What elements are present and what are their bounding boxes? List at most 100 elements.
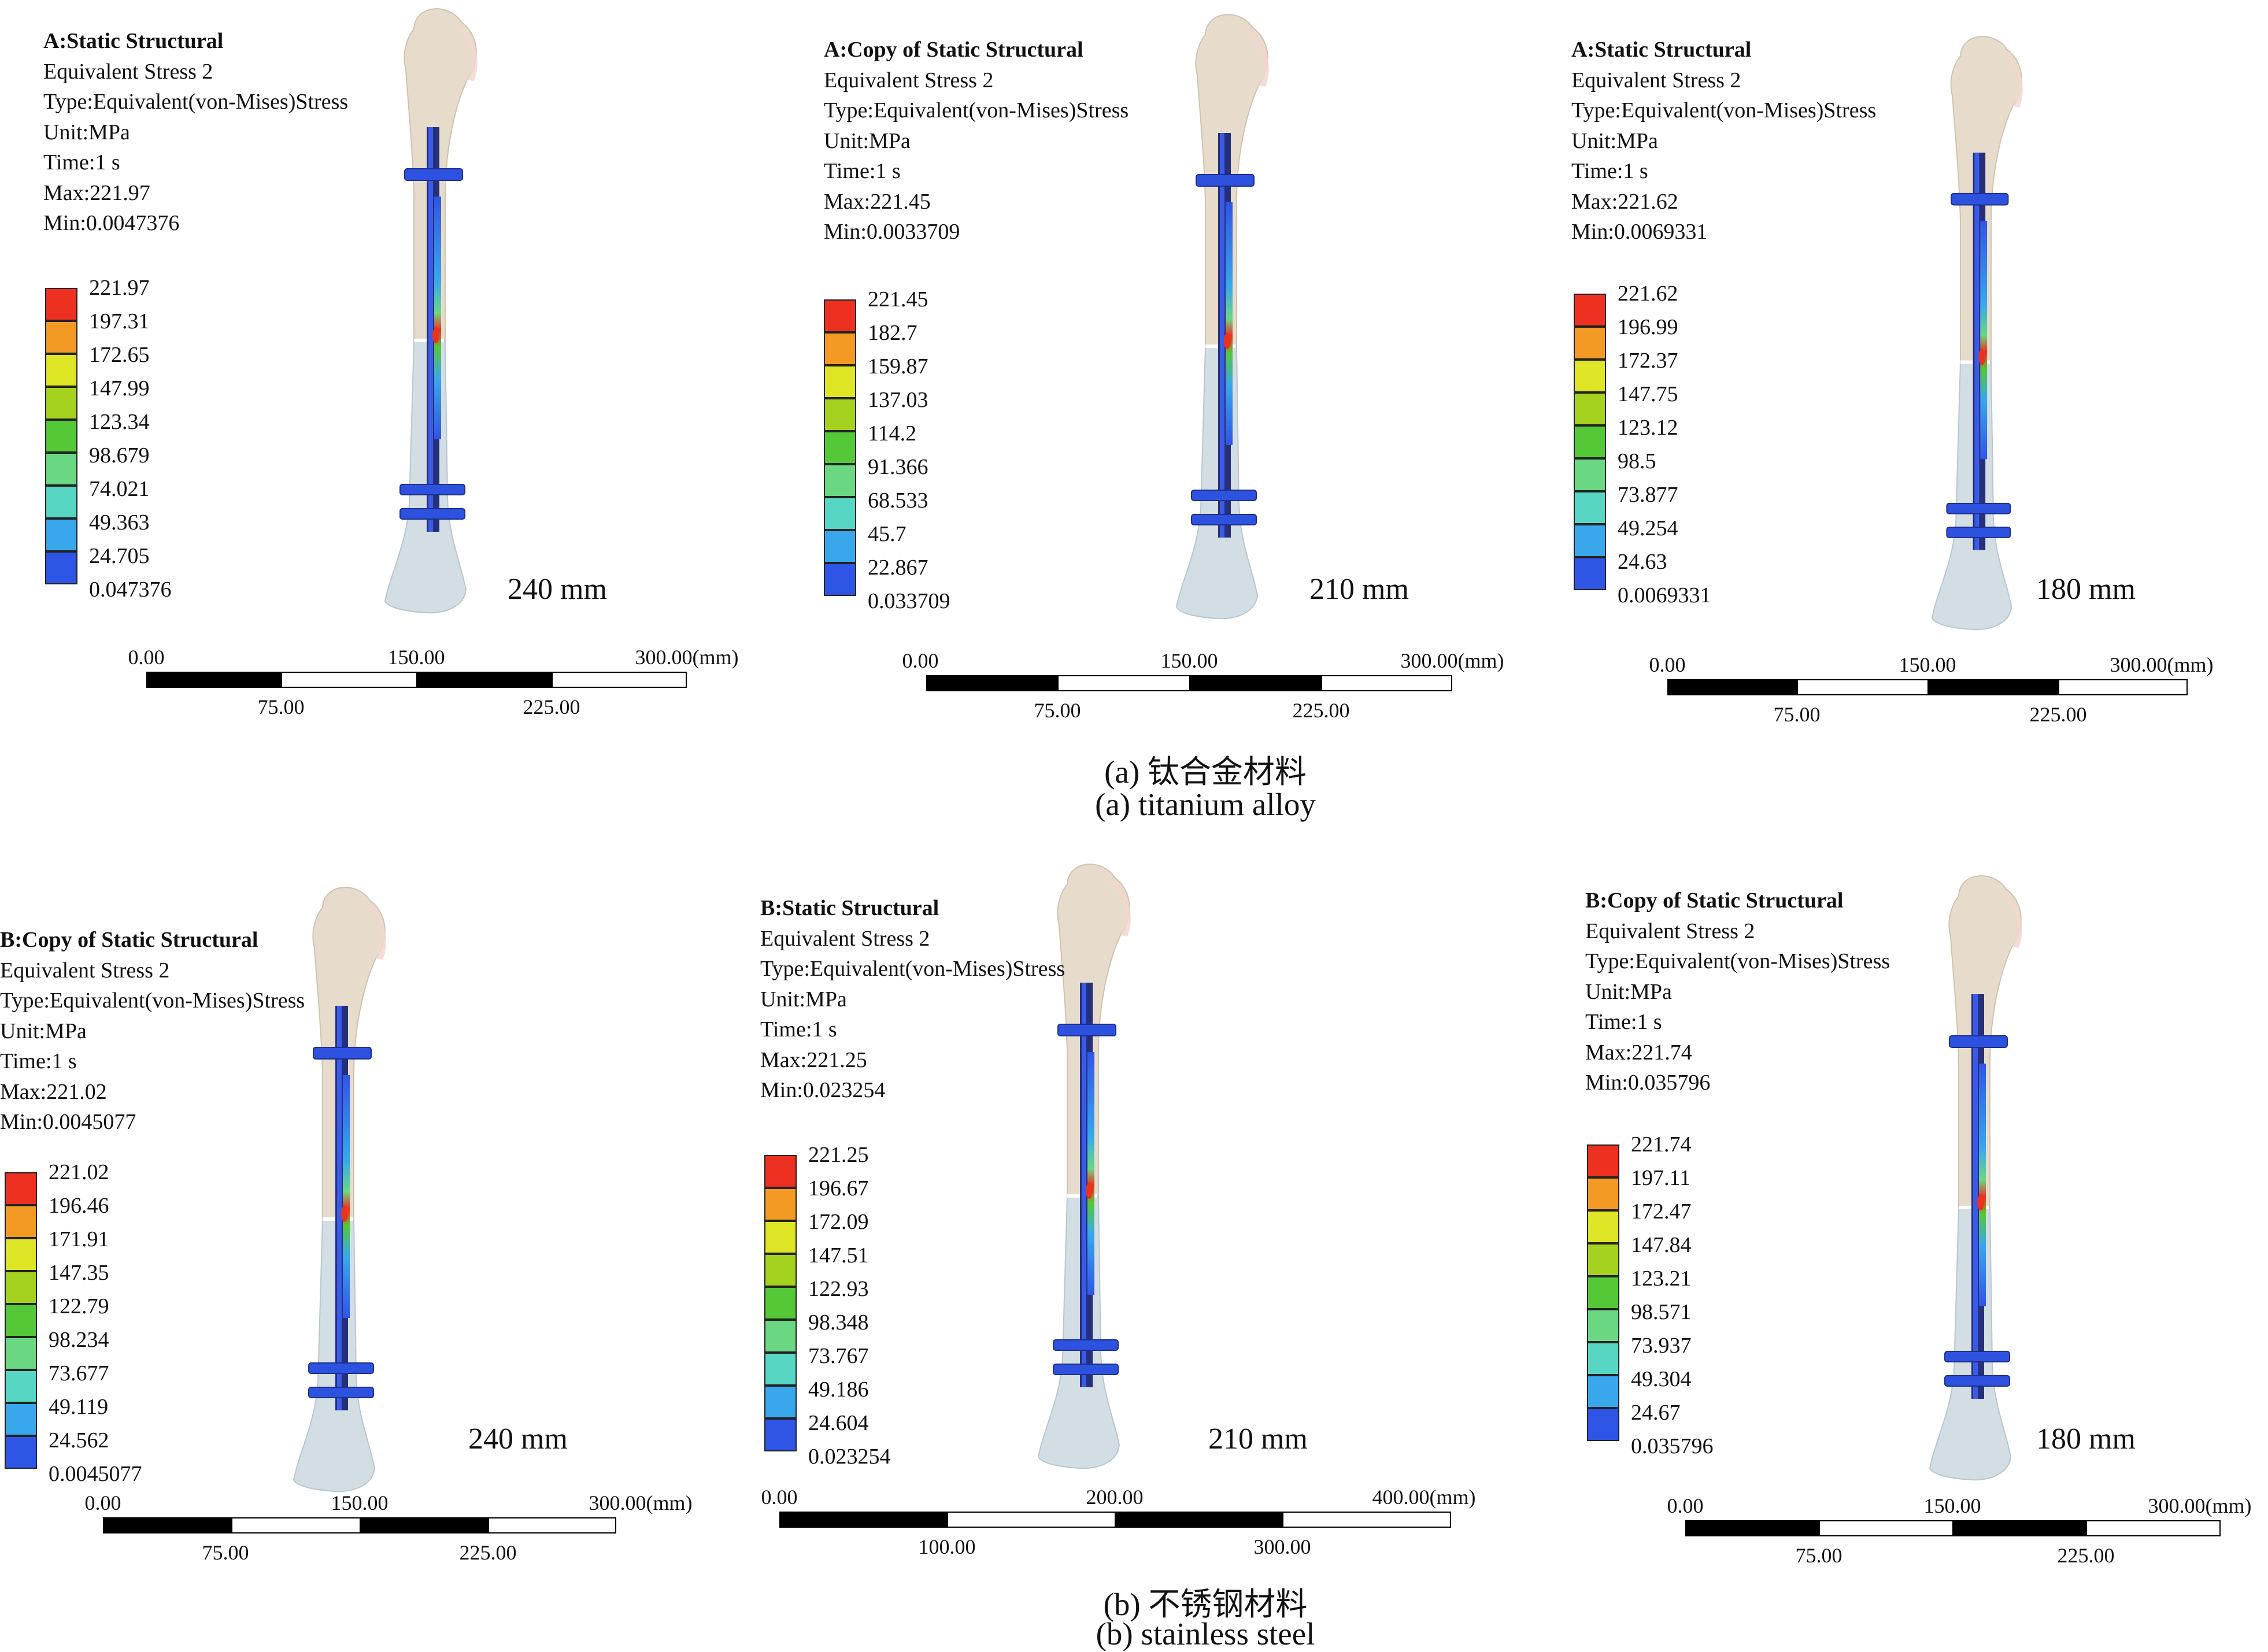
femur-model — [1172, 12, 1299, 647]
result-title: A:Static Structural — [1571, 38, 1752, 62]
legend-swatch — [1587, 1144, 1619, 1177]
legend-value: 0.0045077 — [49, 1462, 142, 1486]
scale-label: 100.00 — [918, 1535, 976, 1558]
scale-segment — [1057, 675, 1190, 691]
scale-label: 0.00 — [902, 649, 939, 672]
legend-swatch — [45, 420, 77, 453]
result-title: B:Copy of Static Structural — [1585, 888, 1844, 913]
scale-label: 225.00 — [459, 1541, 517, 1564]
result-title: A:Copy of Static Structural — [824, 38, 1083, 62]
legend-value: 137.03 — [868, 388, 928, 412]
legend-swatch — [5, 1370, 37, 1403]
legend-value: 123.21 — [1631, 1266, 1692, 1291]
legend-swatch — [45, 288, 77, 321]
result-min: Min:0.0047376 — [43, 211, 180, 235]
result-subtitle: Equivalent Stress 2 — [43, 59, 213, 84]
scale-segment — [1189, 675, 1322, 691]
legend-value: 114.2 — [868, 421, 917, 446]
legend-swatch — [1574, 392, 1606, 425]
result-type: Type:Equivalent(von-Mises)Stress — [1571, 98, 1877, 123]
result-title: A:Static Structural — [43, 29, 224, 53]
legend-value: 0.035796 — [1631, 1434, 1714, 1458]
nail-length: 240 mm — [468, 1423, 568, 1455]
legend-swatch — [824, 464, 856, 497]
scale-label: 225.00 — [2057, 1544, 2115, 1567]
result-subtitle: Equivalent Stress 2 — [1585, 918, 1755, 943]
scale-label: 300.00(mm) — [2110, 653, 2214, 676]
result-min: Min:0.023254 — [760, 1078, 886, 1102]
scale-label: 150.00 — [1899, 653, 1956, 676]
result-min: Min:0.035796 — [1585, 1071, 1711, 1095]
result-max: Max:221.45 — [824, 189, 931, 214]
legend-swatch — [1574, 294, 1606, 327]
legend-swatch — [1587, 1309, 1619, 1342]
scale-segment — [360, 1517, 489, 1534]
legend-value: 197.11 — [1631, 1166, 1691, 1190]
legend-value: 159.87 — [868, 354, 928, 379]
result-info: A:Static Structural Equivalent Stress 2 … — [1571, 35, 1876, 247]
legend-value: 147.99 — [89, 376, 150, 401]
scale-segment — [231, 1517, 361, 1534]
legend-swatch — [45, 354, 77, 387]
legend-swatch — [824, 431, 856, 464]
result-time: Time:1 s — [0, 1049, 77, 1073]
legend-value: 73.877 — [1618, 483, 1678, 507]
scale-label: 75.00 — [257, 695, 305, 718]
legend-swatch — [824, 398, 856, 431]
result-type: Type:Equivalent(von-Mises)Stress — [0, 988, 305, 1013]
legend-swatch — [1574, 425, 1606, 458]
scale-segment — [1685, 1520, 1820, 1536]
caption-a-english: (a) titanium alloy — [1095, 787, 1316, 822]
scale-bar: 0.00 150.00 300.00(mm) 75.00 225.00 — [85, 1491, 693, 1581]
femur-model — [380, 6, 508, 642]
scale-bar: 0.00 200.00 400.00(mm) 100.00 300.00 — [761, 1486, 1476, 1575]
panel-b2: B:Static Structural Equivalent Stress 2 … — [757, 861, 1509, 1558]
scale-label: 400.00(mm) — [1372, 1486, 1476, 1509]
legend-swatch — [45, 453, 77, 486]
result-title: B:Copy of Static Structural — [0, 928, 258, 952]
scale-label: 300.00(mm) — [635, 646, 739, 669]
result-info: B:Copy of Static Structural Equivalent S… — [1585, 886, 1890, 1098]
nail-length: 210 mm — [1309, 573, 1409, 606]
scale-segment — [2086, 1520, 2221, 1536]
legend-swatch — [764, 1188, 797, 1221]
legend-swatch — [1587, 1243, 1619, 1276]
result-subtitle: Equivalent Stress 2 — [1571, 68, 1741, 92]
result-info: A:Static Structural Equivalent Stress 2 … — [43, 26, 348, 239]
legend-swatch — [45, 518, 77, 551]
scale-label: 300.00(mm) — [589, 1491, 693, 1514]
scale-bar: 0.00 150.00 300.00(mm) 75.00 225.00 — [1649, 653, 2214, 743]
legend-value: 221.25 — [808, 1143, 869, 1167]
result-time: Time:1 s — [1585, 1010, 1662, 1034]
legend-value: 122.79 — [49, 1294, 109, 1318]
legend-swatch — [5, 1271, 37, 1304]
result-max: Max:221.74 — [1585, 1040, 1692, 1065]
legend-swatch — [824, 332, 856, 365]
scale-label: 300.00(mm) — [2148, 1494, 2252, 1517]
legend-swatch — [1574, 491, 1606, 524]
legend-swatch — [1574, 458, 1606, 491]
legend-swatch — [1587, 1210, 1619, 1243]
panel-b1: B:Copy of Static Structural Equivalent S… — [0, 861, 752, 1564]
legend-swatch — [45, 321, 77, 354]
legend-value: 196.67 — [808, 1176, 869, 1201]
result-subtitle: Equivalent Stress 2 — [0, 958, 170, 983]
legend-swatch — [5, 1238, 37, 1271]
legend-swatch — [764, 1353, 797, 1386]
legend-swatch — [1587, 1177, 1619, 1210]
nail-length: 240 mm — [508, 573, 607, 606]
legend-swatch — [45, 486, 77, 518]
legend-value: 122.93 — [808, 1277, 869, 1301]
legend-value: 196.46 — [49, 1194, 109, 1218]
legend-value: 24.63 — [1618, 550, 1667, 574]
scale-label: 300.00 — [1253, 1535, 1311, 1558]
legend-swatch — [5, 1304, 37, 1337]
legend-value: 172.37 — [1618, 349, 1678, 373]
scale-segment — [947, 1512, 1116, 1528]
scale-segment — [1282, 1512, 1451, 1528]
scale-label: 75.00 — [1773, 703, 1821, 726]
scale-label: 150.00 — [1160, 649, 1218, 672]
legend-value: 24.67 — [1631, 1401, 1681, 1425]
result-type: Type:Equivalent(von-Mises)Stress — [1585, 949, 1890, 973]
legend-value: 197.31 — [89, 309, 150, 334]
